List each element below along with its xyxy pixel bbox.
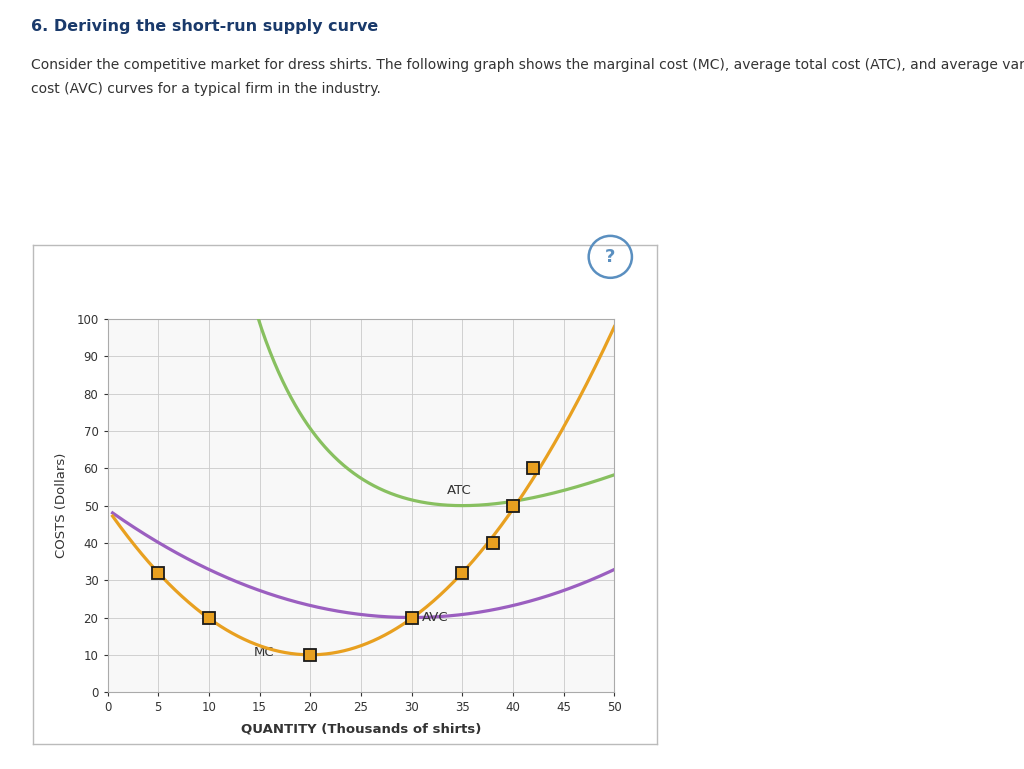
Text: AVC: AVC [422, 611, 449, 624]
Y-axis label: COSTS (Dollars): COSTS (Dollars) [55, 453, 68, 558]
Text: 6. Deriving the short-run supply curve: 6. Deriving the short-run supply curve [31, 19, 378, 35]
Text: cost (AVC) curves for a typical firm in the industry.: cost (AVC) curves for a typical firm in … [31, 82, 381, 96]
Text: ATC: ATC [447, 484, 472, 498]
Text: MC: MC [254, 647, 274, 660]
X-axis label: QUANTITY (Thousands of shirts): QUANTITY (Thousands of shirts) [241, 722, 481, 735]
Text: Consider the competitive market for dress shirts. The following graph shows the : Consider the competitive market for dres… [31, 58, 1024, 72]
Text: ?: ? [605, 248, 615, 266]
